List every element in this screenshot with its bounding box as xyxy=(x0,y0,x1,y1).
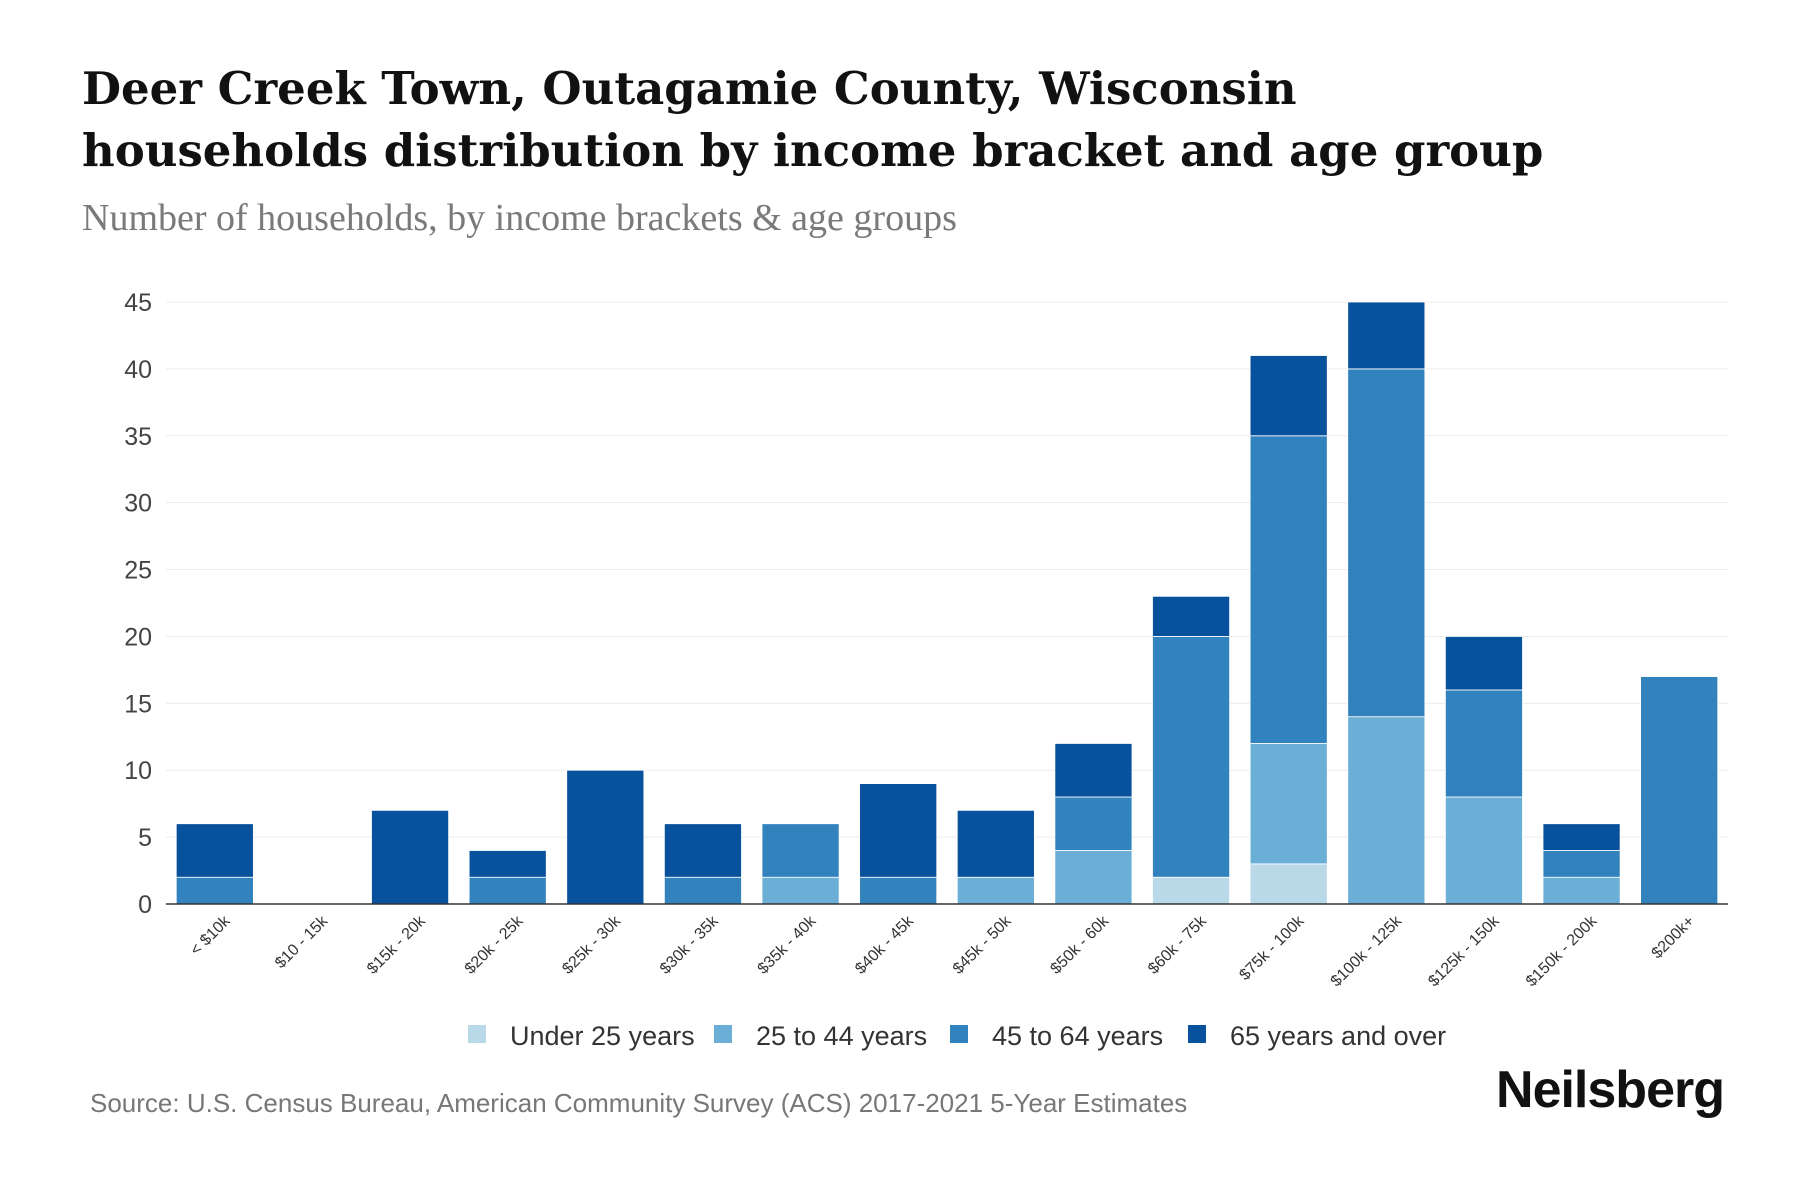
legend-label: 25 to 44 years xyxy=(756,1021,927,1051)
bar-segment xyxy=(663,823,742,878)
bar-segment xyxy=(1249,863,1328,905)
bar-segment xyxy=(1542,823,1621,851)
x-tick-label: $125k - 150k xyxy=(1425,912,1503,990)
legend-item[interactable]: 65 years and over xyxy=(1188,1021,1446,1051)
legend-swatch xyxy=(714,1025,732,1043)
bar-segment xyxy=(1444,689,1523,798)
y-tick-label: 30 xyxy=(124,490,152,518)
bar-segment xyxy=(1444,796,1523,905)
y-tick-label: 25 xyxy=(124,557,152,585)
bar-segment xyxy=(859,876,938,905)
x-tick-label: < $10k xyxy=(187,912,234,959)
bar-segment xyxy=(1152,876,1231,905)
bars xyxy=(166,301,1728,905)
x-tick-label: $30k - 35k xyxy=(657,912,723,978)
legend-swatch xyxy=(468,1025,486,1043)
x-tick-label: $35k - 40k xyxy=(755,912,821,978)
bar-segment xyxy=(761,823,840,878)
bar-segment xyxy=(175,876,254,905)
x-tick-label: $40k - 45k xyxy=(852,912,918,978)
bar-segment xyxy=(468,850,547,878)
bar-segment xyxy=(566,769,645,905)
y-tick-label: 0 xyxy=(138,891,152,919)
bar-segment xyxy=(1542,876,1621,905)
y-tick-label: 40 xyxy=(124,356,152,384)
bar-segment xyxy=(1249,355,1328,437)
y-tick-label: 35 xyxy=(124,423,152,451)
y-tick-label: 10 xyxy=(124,757,152,785)
y-tick-label: 20 xyxy=(124,623,152,651)
y-tick-label: 5 xyxy=(138,824,152,852)
x-tick-label: $60k - 75k xyxy=(1145,912,1211,978)
legend-item[interactable]: Under 25 years xyxy=(468,1021,695,1051)
bar-segment xyxy=(1054,743,1133,798)
y-tick-label: 15 xyxy=(124,690,152,718)
x-tick-label: $150k - 200k xyxy=(1523,912,1601,990)
brand-logo: Neilsberg xyxy=(1496,1061,1725,1119)
bar-segment xyxy=(663,876,742,905)
legend-label: 45 to 64 years xyxy=(992,1021,1163,1051)
bar-segment xyxy=(1347,716,1426,905)
bar-segment xyxy=(175,823,254,878)
bar-segment xyxy=(1054,796,1133,851)
y-axis-ticks: 0 5 10 15 20 25 30 35 40 45 xyxy=(124,289,152,919)
bar-segment xyxy=(859,783,938,878)
x-tick-label: $20k - 25k xyxy=(462,912,528,978)
bar-segment xyxy=(371,809,450,905)
bar-segment xyxy=(1152,636,1231,878)
x-axis-ticks: < $10k $10 - 15k $15k - 20k $20k - 25k $25k … xyxy=(187,912,1698,990)
x-tick-label: $100k - 125k xyxy=(1328,912,1406,990)
chart-title: Deer Creek Town, Outagamie County, Wisco… xyxy=(82,62,1544,177)
bar-segment xyxy=(1249,743,1328,865)
bar-segment xyxy=(956,876,1035,905)
bar-segment xyxy=(1347,301,1426,370)
legend-label: 65 years and over xyxy=(1230,1021,1446,1051)
bar-segment xyxy=(1249,435,1328,744)
chart-subtitle: Number of households, by income brackets… xyxy=(82,197,957,239)
legend-item[interactable]: 45 to 64 years xyxy=(950,1021,1163,1051)
bar-segment xyxy=(1542,850,1621,878)
legend-swatch xyxy=(1188,1025,1206,1043)
bar-segment xyxy=(761,876,840,905)
legend-label: Under 25 years xyxy=(510,1021,695,1051)
source-note: Source: U.S. Census Bureau, American Com… xyxy=(90,1088,1188,1118)
x-tick-label: $75k - 100k xyxy=(1236,912,1308,984)
y-tick-label: 45 xyxy=(124,289,152,317)
x-tick-label: $10 - 15k xyxy=(272,912,332,972)
legend-item[interactable]: 25 to 44 years xyxy=(714,1021,927,1051)
stacked-bar-chart: 0 5 10 15 20 25 30 35 40 45 < $10k $10 - 15k $15k -… xyxy=(124,289,1728,1051)
bar-segment xyxy=(1444,636,1523,691)
x-tick-label: $25k - 30k xyxy=(559,912,625,978)
legend-swatch xyxy=(950,1025,968,1043)
x-tick-label: $50k - 60k xyxy=(1047,912,1113,978)
x-tick-label: $200k+ xyxy=(1649,913,1698,962)
bar-segment xyxy=(1640,676,1719,905)
bar-segment xyxy=(956,809,1035,878)
x-tick-label: $45k - 50k xyxy=(950,912,1016,978)
bar-segment xyxy=(1152,595,1231,637)
bar-segment xyxy=(1347,368,1426,718)
legend[interactable]: Under 25 years 25 to 44 years 45 to 64 yea… xyxy=(468,1021,1446,1051)
x-tick-label: $15k - 20k xyxy=(364,912,430,978)
bar-segment xyxy=(468,876,547,905)
bar-segment xyxy=(1054,850,1133,905)
